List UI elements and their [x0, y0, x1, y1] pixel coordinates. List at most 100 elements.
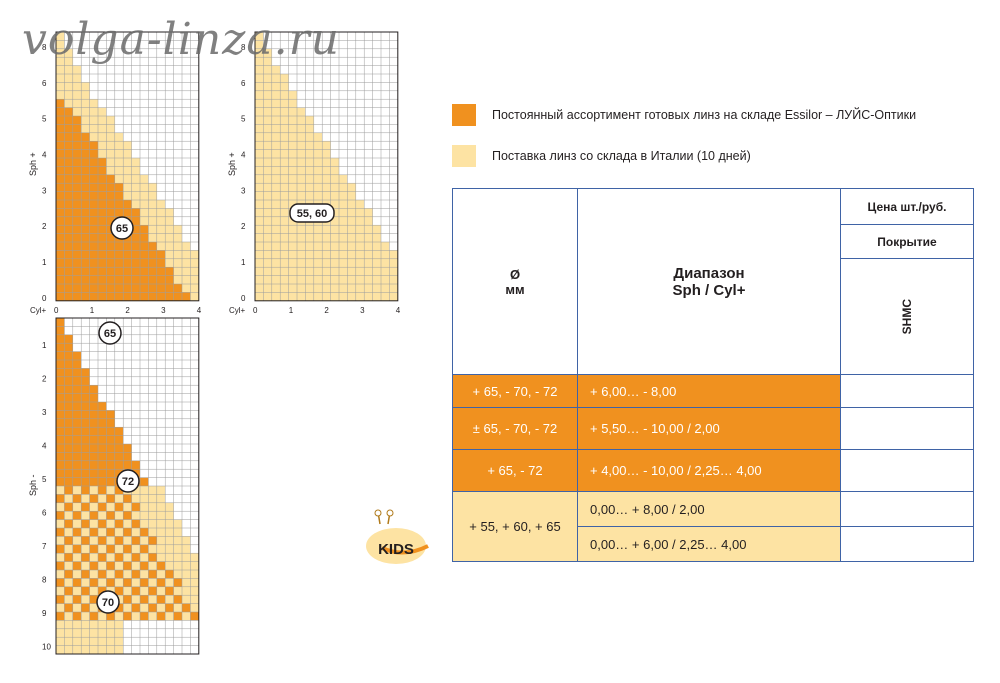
grid-cell	[114, 494, 124, 503]
grid-cell	[98, 410, 107, 419]
zone-badge-70-label: 70	[102, 597, 114, 609]
grid-cell	[148, 519, 157, 528]
grid-cell	[81, 595, 90, 604]
grid-cell	[173, 267, 182, 276]
grid-cell	[98, 620, 107, 629]
grid-cell	[106, 519, 115, 528]
grid-cell	[263, 99, 272, 108]
grid-cell	[56, 48, 65, 58]
grid-cell	[114, 435, 124, 444]
grid-cell	[81, 561, 90, 570]
grid-cell	[64, 612, 73, 621]
grid-cell	[106, 267, 115, 276]
grid-cell	[156, 200, 166, 209]
grid-cell	[288, 200, 297, 209]
axis-tick-sph-plus: 2	[241, 222, 246, 231]
price-cell[interactable]	[840, 407, 974, 450]
grid-cell	[64, 393, 73, 402]
grid-cell	[263, 124, 272, 133]
grid-cell	[288, 141, 297, 150]
grid-cell	[64, 275, 73, 284]
grid-cell	[297, 292, 306, 301]
price-cell[interactable]	[840, 491, 974, 527]
price-cell[interactable]	[840, 374, 974, 408]
grid-cell	[64, 561, 73, 570]
legend-item-stock: Постоянный ассортимент готовых линз на с…	[452, 104, 916, 126]
grid-cell	[364, 284, 373, 293]
grid-cell	[98, 544, 107, 554]
grid-cell	[56, 578, 65, 587]
grid-cell	[190, 258, 199, 268]
grid-cell	[89, 242, 98, 251]
grid-cell	[288, 267, 297, 276]
grid-cell	[98, 242, 107, 251]
grid-cell	[81, 216, 90, 226]
grid-cell	[64, 435, 73, 444]
grid-cell	[56, 544, 65, 554]
grid-cell	[98, 250, 107, 259]
grid-cell	[372, 267, 381, 276]
grid-cell	[280, 242, 289, 251]
grid-cell	[81, 174, 90, 184]
axis-tick-cyl: 1	[90, 306, 95, 315]
zone-badge-65	[110, 216, 134, 240]
grid-cell	[56, 225, 65, 234]
grid-cell	[72, 385, 82, 394]
grid-cell	[56, 637, 65, 646]
grid-cell	[64, 343, 73, 352]
grid-cell	[72, 116, 82, 125]
grid-cell	[330, 174, 339, 184]
grid-cell	[140, 208, 149, 217]
grid-cell	[280, 208, 289, 217]
grid-cell	[322, 149, 331, 158]
grid-cell	[165, 528, 174, 537]
price-cell[interactable]	[840, 526, 974, 562]
grid-cell	[140, 216, 149, 226]
grid-cell	[330, 258, 339, 268]
grid-cell	[156, 528, 166, 537]
grid-cell	[280, 292, 289, 301]
grid-cell	[255, 141, 264, 150]
grid-cell	[330, 284, 339, 293]
grid-cell	[89, 544, 98, 554]
grid-cell	[89, 393, 98, 402]
grid-cell	[140, 586, 149, 596]
grid-cell	[148, 284, 157, 293]
grid-cell	[64, 570, 73, 579]
grid-cell	[72, 166, 82, 175]
grid-cell	[114, 528, 124, 537]
grid-cell	[131, 528, 140, 537]
axis-tick-sph-minus: 3	[42, 408, 47, 417]
grid-cell	[106, 502, 115, 512]
grid-cell	[313, 158, 323, 167]
grid-cell	[72, 216, 82, 226]
grid-cell	[114, 612, 124, 621]
grid-cell	[271, 132, 281, 142]
grid-cell	[64, 519, 73, 528]
grid-cell	[173, 570, 182, 579]
grid-cell	[330, 158, 339, 167]
grid-cell	[98, 511, 107, 520]
grid-cell	[255, 267, 264, 276]
grid-cell	[64, 90, 73, 100]
grid-cell	[339, 242, 348, 251]
grid-cell	[263, 107, 272, 116]
grid-cell	[81, 536, 90, 545]
grid-cell	[64, 233, 73, 242]
grid-cell	[81, 158, 90, 167]
grid-cell	[280, 174, 289, 184]
grid-cell	[106, 435, 115, 444]
grid-cell	[114, 191, 124, 200]
grid-cell	[72, 351, 82, 360]
grid-cell	[81, 402, 90, 411]
grid-cell	[72, 292, 82, 301]
grid-cell	[89, 225, 98, 234]
grid-cell	[255, 132, 264, 142]
axis-tick-cyl: 3	[360, 306, 365, 315]
grid-cell	[64, 82, 73, 91]
price-cell[interactable]	[840, 449, 974, 492]
grid-cell	[297, 116, 306, 125]
grid-cell	[263, 233, 272, 242]
grid-cell	[72, 628, 82, 638]
grid-cell	[347, 225, 356, 234]
